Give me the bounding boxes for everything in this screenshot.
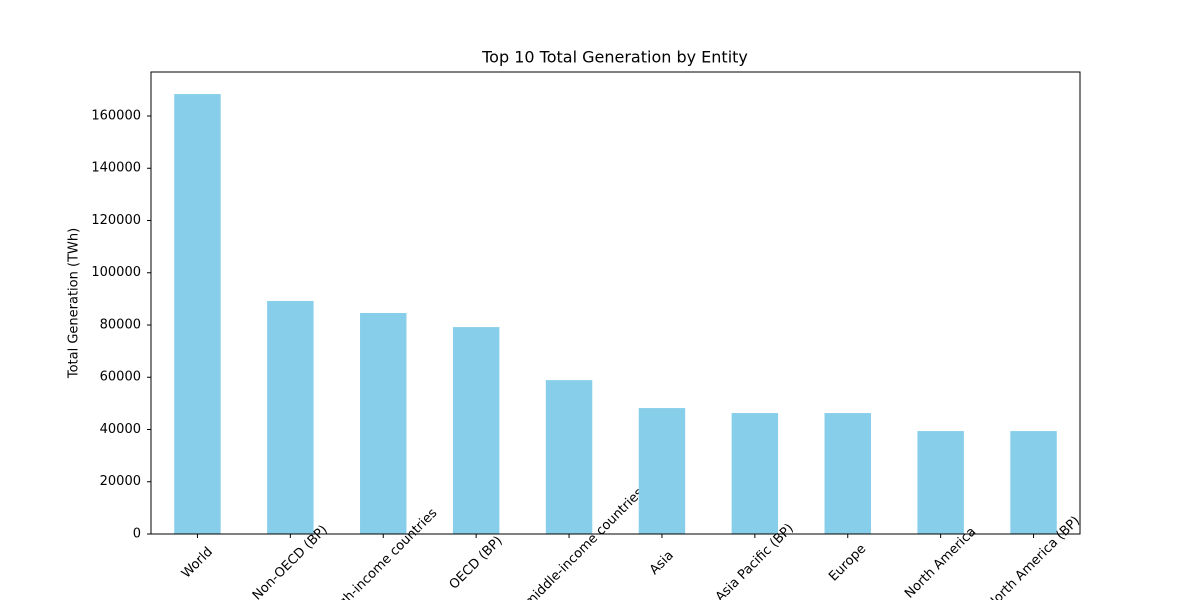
x-tick-label: OECD (BP) <box>447 533 506 592</box>
y-tick-label: 160000 <box>91 108 141 123</box>
y-tick-label: 100000 <box>91 265 141 280</box>
bar <box>917 431 964 534</box>
bar <box>545 380 593 534</box>
y-axis-label: Total Generation (TWh) <box>67 228 82 379</box>
bar <box>452 327 500 534</box>
bar <box>360 312 407 534</box>
bar <box>267 300 314 534</box>
plot-frame <box>150 71 1081 535</box>
y-tick-label: 80000 <box>100 317 141 332</box>
x-tick-label: Europe <box>826 542 869 585</box>
y-tick-label: 60000 <box>100 370 141 385</box>
y-tick-label: 20000 <box>100 474 141 489</box>
bar <box>1010 431 1057 534</box>
bar <box>638 408 686 534</box>
x-tick-label: Asia <box>647 548 677 578</box>
chart-title: Top 10 Total Generation by Entity <box>481 48 748 67</box>
y-tick-label: 0 <box>133 527 141 542</box>
bar <box>731 413 779 534</box>
y-tick-label: 40000 <box>100 422 141 437</box>
y-tick-label: 120000 <box>91 213 141 228</box>
x-tick-label: World <box>179 545 216 582</box>
bar <box>174 94 221 534</box>
y-tick-label: 140000 <box>91 161 141 176</box>
bar <box>824 413 871 534</box>
